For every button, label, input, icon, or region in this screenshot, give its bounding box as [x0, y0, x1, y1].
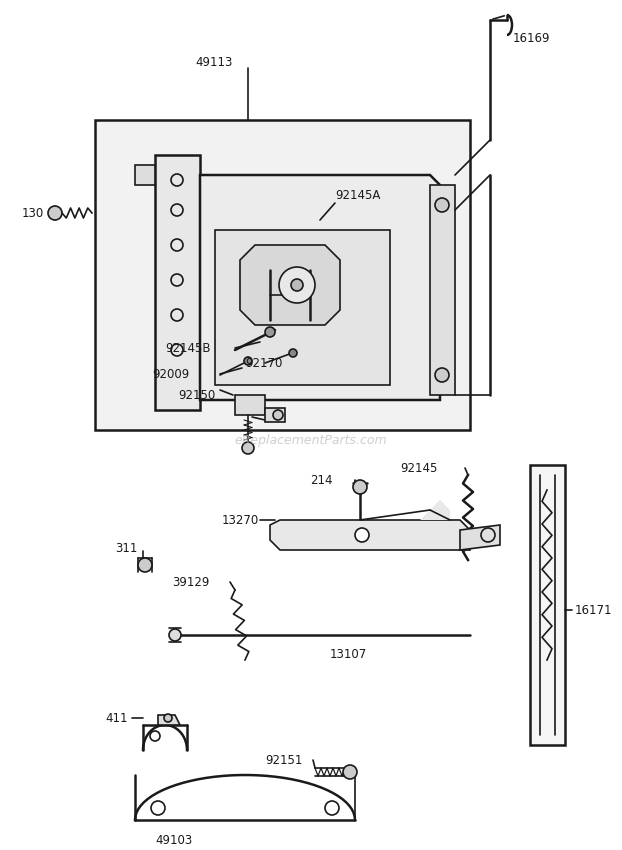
Text: 411: 411: [105, 711, 128, 724]
Text: 13107: 13107: [330, 649, 367, 661]
Circle shape: [164, 714, 172, 722]
Circle shape: [353, 480, 367, 494]
Circle shape: [435, 368, 449, 382]
Polygon shape: [235, 395, 265, 415]
Polygon shape: [460, 525, 500, 550]
Polygon shape: [270, 520, 470, 550]
Circle shape: [169, 629, 181, 641]
Text: 92145A: 92145A: [335, 189, 381, 201]
Circle shape: [48, 206, 62, 220]
Text: 311: 311: [115, 541, 137, 554]
Polygon shape: [200, 175, 440, 400]
Polygon shape: [95, 120, 470, 430]
Polygon shape: [240, 245, 340, 325]
Text: 49103: 49103: [155, 834, 192, 847]
Circle shape: [435, 198, 449, 212]
Bar: [265, 408, 285, 422]
Polygon shape: [360, 500, 450, 520]
Text: 16169: 16169: [513, 31, 550, 44]
Polygon shape: [430, 185, 455, 395]
Text: 92170: 92170: [245, 356, 282, 370]
Text: 130: 130: [22, 207, 44, 219]
Circle shape: [279, 267, 315, 303]
Circle shape: [138, 558, 152, 572]
Polygon shape: [158, 715, 180, 725]
Bar: [530, 465, 565, 745]
Text: 92150: 92150: [178, 388, 215, 401]
Text: 13270: 13270: [222, 513, 259, 526]
Circle shape: [242, 442, 254, 454]
Polygon shape: [135, 165, 155, 185]
Text: 16171: 16171: [575, 604, 613, 616]
Text: 92145B: 92145B: [165, 342, 210, 354]
Text: eReplacementParts.com: eReplacementParts.com: [234, 434, 388, 446]
Circle shape: [289, 349, 297, 357]
Text: 92151: 92151: [265, 753, 302, 767]
Circle shape: [265, 327, 275, 337]
Polygon shape: [155, 155, 200, 410]
Text: 39129: 39129: [172, 575, 210, 588]
Text: 49113: 49113: [195, 55, 233, 69]
Text: 92145: 92145: [400, 462, 437, 474]
Circle shape: [291, 279, 303, 291]
Circle shape: [343, 765, 357, 779]
Text: 214: 214: [310, 473, 333, 486]
Text: 92009: 92009: [152, 367, 189, 381]
Circle shape: [355, 528, 369, 542]
Circle shape: [244, 357, 252, 365]
Polygon shape: [215, 230, 390, 385]
Circle shape: [273, 410, 283, 420]
